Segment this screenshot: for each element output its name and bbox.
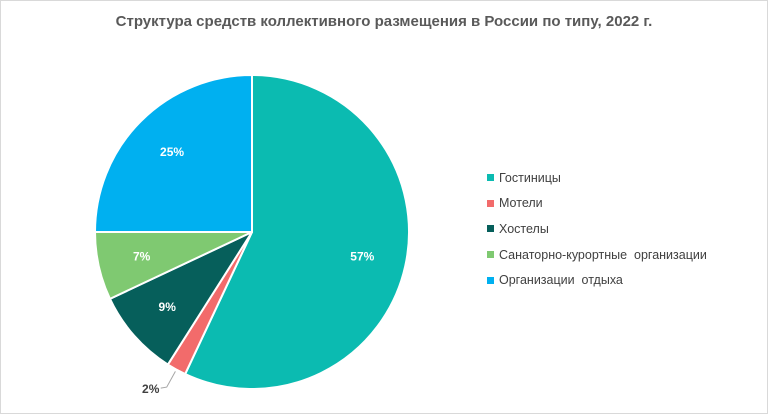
legend-item-hotels: Гостиницы [487,165,707,191]
data-label-motels: 2% [142,382,160,396]
legend-swatch [487,276,494,284]
legend-item-motels: Мотели [487,191,707,217]
data-label-hostels: 9% [159,300,177,314]
chart-legend: Гостиницы Мотели Хостелы Санаторно-курортны… [487,165,707,293]
legend-item-hostels: Хостелы [487,216,707,242]
leader-line-motels [160,371,176,389]
pie-slice-recreation [94,74,253,233]
legend-item-sanatoriums: Санаторно-курортные организации [487,242,707,268]
legend-swatch [487,174,494,182]
legend-swatch [487,199,494,207]
legend-item-recreation: Организации отдыха [487,267,707,293]
legend-swatch [487,225,494,233]
legend-label: Санаторно-курортные организации [499,247,707,262]
legend-label: Мотели [499,196,543,211]
data-label-hotels: 57% [350,250,374,264]
chart-title: Структура средств коллективного размещен… [115,13,653,30]
legend-label: Организации отдыха [499,273,623,288]
legend-swatch [487,251,494,259]
data-label-recreation: 25% [160,145,184,159]
legend-label: Гостиницы [499,170,561,185]
pie-slice-hostels [108,231,253,366]
legend-label: Хостелы [499,221,549,236]
pie-slice-hotels [184,74,410,390]
data-label-sanatoriums: 7% [133,250,151,264]
